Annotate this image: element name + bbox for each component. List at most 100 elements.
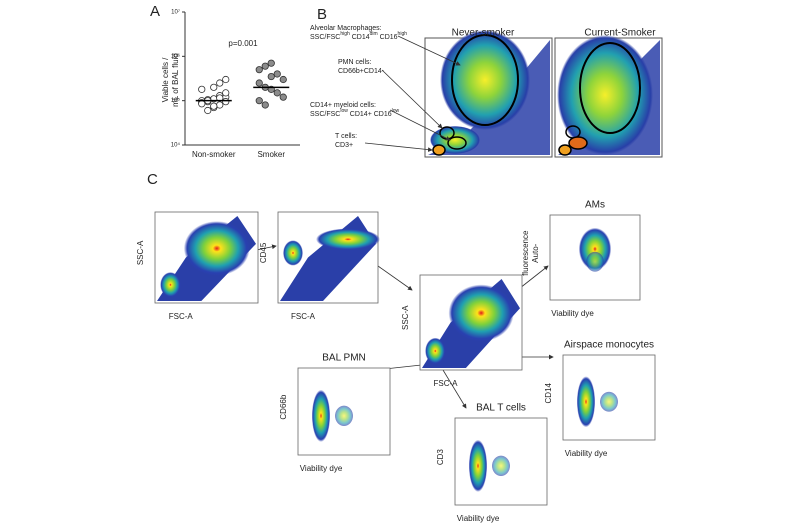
point (204, 106, 212, 115)
panel-label: C (147, 171, 158, 188)
point (267, 59, 275, 67)
text: CD14 (350, 34, 370, 41)
density (334, 405, 354, 427)
sup: high (340, 31, 350, 37)
gate (568, 136, 588, 150)
plot-title: AMs (585, 200, 605, 211)
sup: low (392, 108, 400, 114)
density (599, 391, 619, 412)
text: CD14+ CD16 (348, 111, 392, 118)
x-label: Viability dye (457, 514, 500, 523)
x-label: FSC-A (434, 379, 459, 388)
density (491, 455, 511, 477)
y-label: CD3 (436, 449, 445, 466)
density (557, 35, 653, 155)
point (255, 66, 263, 74)
sup: dim (370, 31, 378, 37)
plot-title: Never-smoker (452, 28, 515, 39)
point (261, 62, 269, 70)
point (216, 101, 224, 109)
point (198, 85, 206, 93)
point (210, 102, 218, 110)
x-tick-label: Non-smoker (192, 150, 236, 159)
density (183, 221, 250, 276)
pointer (381, 69, 443, 129)
y-label: Auto- (531, 243, 540, 262)
panel-b: B Never-smoker Current-Smoker Alveolar M… (310, 6, 663, 158)
plot-title: BAL PMN (322, 353, 366, 364)
density (160, 272, 181, 298)
plot-title: Current-Smoker (584, 28, 656, 39)
point (222, 98, 230, 106)
density (428, 40, 550, 155)
x-label: Viability dye (565, 449, 608, 458)
x-label: Viability dye (300, 464, 343, 473)
point (261, 101, 269, 109)
label: Alveolar Macrophages: (310, 25, 382, 32)
arrow (255, 244, 277, 251)
y-tick-label: 10⁵ (171, 97, 181, 104)
point (255, 97, 263, 105)
point (279, 93, 287, 101)
density (576, 376, 596, 428)
gate (432, 144, 446, 156)
pointer (389, 109, 451, 141)
text: CD16 (378, 34, 398, 41)
y-label: SSC-A (136, 240, 145, 265)
sup: low (340, 108, 348, 114)
density (468, 439, 488, 492)
label: CD3+ (335, 142, 353, 149)
panel-c: C FSC-A SSC-A FSC-A CD45 FSC-A SSC-A AMs Viabil… (136, 171, 656, 523)
label: CD14+ myeloid cells: (310, 102, 376, 109)
point (267, 72, 275, 81)
gate (451, 34, 519, 126)
label: SSC/FSClow CD14+ CD16low (310, 108, 400, 118)
gate (558, 144, 572, 156)
point (216, 79, 224, 87)
y-label: SSC-A (401, 305, 410, 330)
density (440, 30, 530, 130)
gate (447, 136, 467, 150)
plot-title: BAL T cells (476, 403, 526, 414)
sup: high (398, 31, 408, 37)
point (273, 89, 281, 97)
y-tick-label: 10⁷ (171, 9, 180, 16)
point (273, 70, 281, 78)
pointer (364, 142, 433, 152)
point (198, 100, 206, 108)
y-label: CD45 (259, 242, 268, 263)
panel-a: A p=0.001 Viable cells / mL of BAL fluid… (150, 3, 300, 159)
label: T cells: (335, 133, 357, 140)
x-tick-label: Smoker (257, 150, 285, 159)
label: PMN cells: (338, 59, 372, 66)
arrow (377, 265, 413, 291)
gate (579, 42, 641, 134)
y-tick-label: 10⁶ (171, 53, 181, 60)
y-tick-label: 10⁴ (171, 142, 181, 149)
point (255, 79, 263, 87)
point (210, 83, 218, 91)
point (222, 75, 230, 84)
y-label: Viable cells / (161, 57, 170, 103)
arrow (442, 369, 467, 409)
plot-title: Airspace monocytes (564, 340, 654, 351)
density (311, 389, 331, 442)
x-label: FSC-A (291, 312, 316, 321)
density (586, 251, 604, 272)
y-label: fluorescence (521, 230, 530, 276)
annotation: p=0.001 (228, 39, 258, 48)
panel-label: B (317, 6, 327, 23)
text: SSC/FSC (310, 34, 340, 41)
y-label: CD66b (279, 394, 288, 419)
density (316, 228, 380, 251)
y-label: CD14 (544, 382, 553, 403)
y-label: mL of BAL fluid (171, 53, 180, 107)
text: SSC/FSC (310, 111, 340, 118)
density (448, 284, 514, 342)
pointer (397, 35, 461, 66)
panel-label: A (150, 3, 160, 20)
x-label: FSC-A (169, 312, 194, 321)
point (279, 75, 287, 84)
label: SSC/FSChigh CD14dim CD16high (310, 31, 407, 41)
